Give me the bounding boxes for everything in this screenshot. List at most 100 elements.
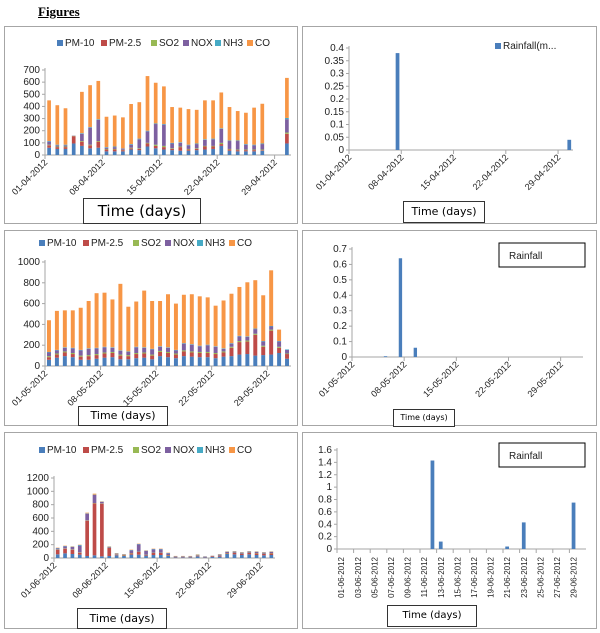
bar-co [126, 306, 131, 352]
bar-so2 [229, 346, 234, 348]
june-rainfall-panel: 0 0.2 0.4 0.6 0.8 1 1.2 1.4 1.6 01-06-2012 03-06-2… [302, 432, 597, 629]
bar-pm-2-5 [225, 553, 229, 554]
bar-pm-2-5 [261, 346, 266, 356]
bar-pm-10 [237, 354, 242, 366]
bar-pm-10 [62, 356, 67, 366]
bar-nh3 [118, 350, 123, 351]
legend-swatch-nh3 [215, 40, 221, 46]
bar-nh3 [47, 141, 51, 142]
bar-co [181, 294, 186, 344]
bar-pm-2-5 [129, 553, 134, 555]
bar-pm-10 [195, 556, 200, 558]
bar-nh3 [77, 545, 82, 546]
bar-nh3 [166, 347, 170, 348]
bar-co [85, 512, 89, 514]
bar-pm-10 [173, 557, 178, 558]
bar-nh3 [70, 347, 75, 349]
x-tick-label: 17-06-2012 [470, 556, 479, 597]
bar-pm-2-5 [126, 356, 131, 360]
bar-pm-2-5 [102, 353, 107, 358]
x-tick-label: 08-05-2012 [369, 359, 409, 399]
bar-co [110, 299, 115, 348]
bar-nox [261, 341, 266, 346]
y-tick-label: 0.6 [333, 259, 347, 270]
bar-pm-10 [85, 556, 89, 558]
bar-pm-2-5 [144, 555, 148, 556]
y-tick-label: 200 [23, 340, 40, 351]
may-rainfall-panel: 0 0.1 0.2 0.3 0.4 0.5 0.6 0.7 01-05-2012 08-05-20… [302, 230, 597, 427]
bar-nh3 [186, 144, 191, 146]
bar-co [129, 104, 133, 145]
bar-so2 [285, 353, 290, 355]
bar-nh3 [80, 133, 84, 134]
bar-nh3 [194, 143, 199, 145]
bar-co [153, 82, 158, 124]
x-tick-label: 22-06-2012 [173, 560, 213, 600]
bar-pm-10 [55, 148, 60, 155]
x-tick-label: 29-04-2012 [523, 152, 563, 192]
bar-nox [217, 554, 222, 556]
bar-pm-2-5 [118, 355, 123, 360]
x-tick-label: 19-06-2012 [487, 556, 496, 597]
x-tick-label: 08-04-2012 [67, 157, 107, 197]
bar-nox [62, 347, 67, 352]
bar-nox [197, 346, 202, 352]
bar-pm-2-5 [80, 141, 84, 146]
bar-pm-10 [285, 358, 290, 366]
bar-pm-2-5 [145, 143, 150, 147]
bar-pm-10 [110, 357, 115, 366]
legend-label-rainfall: Rainfall [509, 251, 542, 262]
y-tick-label: 600 [23, 77, 40, 88]
bar-nh3 [104, 147, 109, 148]
bar-pm-10 [150, 359, 155, 366]
y-tick-label: 0.3 [333, 306, 347, 317]
y-tick-label: 1.6 [318, 445, 332, 456]
y-tick-label: 1000 [27, 486, 50, 497]
legend-label-nox: NOX [191, 38, 213, 49]
bar-pm-10 [46, 359, 51, 366]
bar-pm-2-5 [166, 555, 171, 556]
bar-pm-10 [118, 359, 123, 366]
bar-nh3 [126, 351, 131, 352]
legend-swatch-so2 [133, 240, 139, 246]
bar-pm-10 [100, 556, 104, 558]
bar-pm-2-5 [219, 144, 224, 146]
bar-nh3 [63, 144, 68, 146]
bar-pm-2-5 [78, 356, 83, 360]
bar-co [245, 282, 250, 337]
bar-pm-10 [235, 151, 240, 155]
legend-swatch-co [229, 447, 235, 453]
bar-pm-2-5 [269, 330, 274, 355]
bar-nox [166, 553, 171, 555]
bar-so2 [181, 350, 186, 352]
x-tick-label: 01-04-2012 [314, 152, 354, 192]
bar-co [162, 86, 166, 125]
bar-pm-10 [260, 150, 265, 155]
bar-pm-2-5 [70, 354, 75, 358]
x-axis-title: Time (days) [393, 409, 455, 427]
bar-nh3 [153, 123, 158, 125]
bar-pm-10 [107, 556, 112, 558]
bar-pm-10 [142, 357, 147, 366]
bar-nh3 [102, 346, 107, 348]
x-tick-label: 22-04-2012 [182, 157, 222, 197]
may-rainfall-chart: 0 0.1 0.2 0.3 0.4 0.5 0.6 0.7 01-05-2012 08-05-20… [317, 242, 586, 399]
legend-swatch-nox [165, 447, 171, 453]
bar-nox [227, 141, 232, 149]
bar-pm-2-5 [188, 556, 193, 558]
bar-pm-2-5 [104, 149, 109, 152]
bar-pm-10 [86, 359, 91, 366]
bar-pm-2-5 [217, 556, 222, 557]
bar-nox [100, 502, 104, 504]
bar-nh3 [94, 347, 99, 349]
bar-pm-10 [102, 357, 107, 366]
x-tick-label: 29-06-2012 [225, 560, 265, 600]
bar-co [261, 295, 266, 342]
legend-swatch-rainfall [495, 43, 501, 49]
bar-nox [245, 336, 250, 341]
bar-nox [269, 552, 274, 553]
bar-nox [88, 127, 92, 145]
x-tick-label: 11-06-2012 [420, 556, 429, 597]
x-tick-label: 29-06-2012 [570, 556, 579, 597]
bar-so2 [94, 354, 99, 356]
